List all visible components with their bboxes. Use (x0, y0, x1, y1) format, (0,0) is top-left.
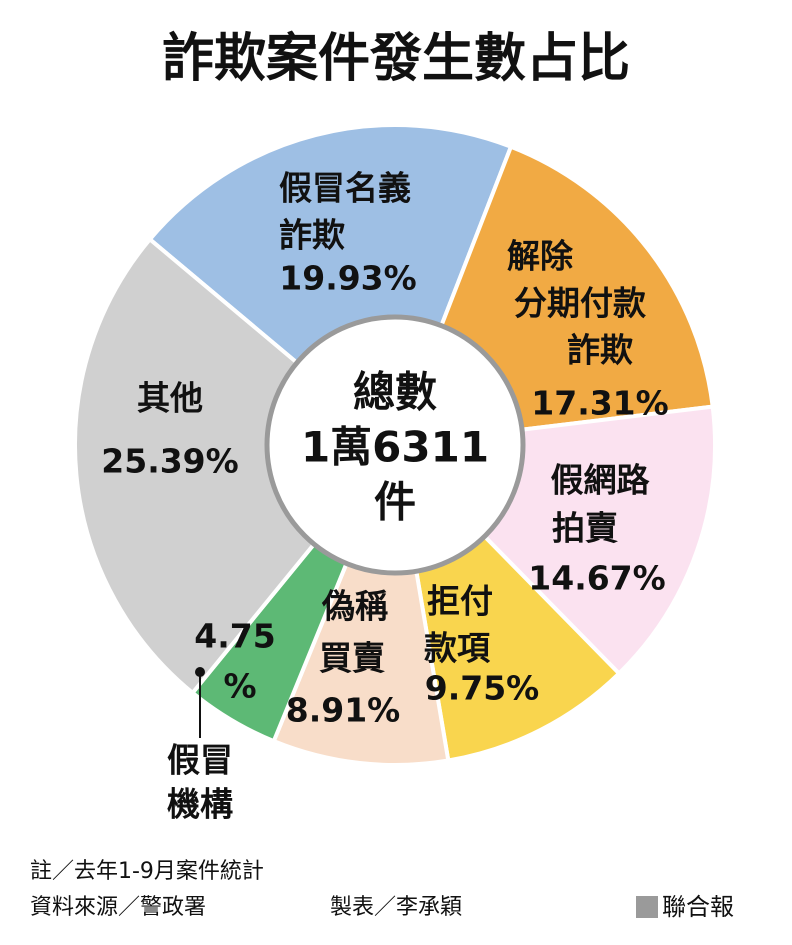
center-text: 總數 (353, 368, 437, 417)
category-label: 拍賣 (552, 509, 619, 548)
category-label: 假網路 (551, 461, 651, 500)
author: 製表／李承穎 (330, 895, 462, 920)
category-label: 詐欺 (567, 331, 633, 370)
value-label: 9.75% (425, 669, 540, 708)
center-text: 件 (374, 478, 416, 527)
category-label: 偽稱 (321, 587, 388, 626)
center-text: 1萬6311 (301, 423, 489, 472)
value-label: 4.75 (194, 617, 275, 656)
category-label: 拒付 (427, 582, 493, 621)
logo-square (636, 896, 658, 918)
source: 資料來源／警政署 (30, 895, 206, 920)
value-label: 19.93% (279, 259, 416, 298)
category-label: 機構 (167, 785, 233, 824)
category-label: 其他 (137, 379, 203, 418)
chart-title: 詐欺案件發生數占比 (162, 29, 630, 89)
donut (73, 123, 717, 767)
value-label: 8.91% (286, 691, 401, 730)
value-label: % (223, 667, 256, 706)
value-label: 14.67% (528, 559, 665, 598)
category-label: 詐欺 (279, 216, 345, 255)
value-label: 17.31% (531, 384, 668, 423)
note: 註／去年1-9月案件統計 (30, 859, 264, 884)
publisher: 聯合報 (662, 893, 734, 921)
category-label: 款項 (424, 629, 491, 668)
category-label: 買賣 (319, 639, 386, 678)
center-circle (264, 314, 526, 576)
value-label: 25.39% (101, 442, 238, 481)
leader-dot (195, 667, 205, 677)
category-label: 分期付款 (514, 284, 647, 323)
category-label: 假冒 (167, 741, 233, 780)
category-label: 假冒名義 (279, 169, 411, 208)
category-label: 解除 (507, 237, 574, 276)
